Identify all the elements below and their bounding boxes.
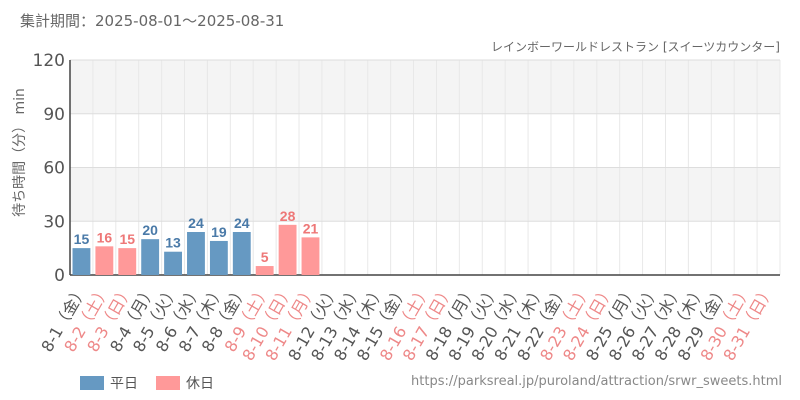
bar: [141, 239, 160, 275]
legend-holiday-swatch: [156, 376, 180, 390]
data-label: 15: [74, 231, 90, 247]
attraction-name: レインボーワールドレストラン [スイーツカウンター]: [491, 40, 780, 54]
data-label: 24: [234, 215, 250, 231]
legend-holiday: 休日: [156, 373, 214, 393]
bar: [209, 240, 228, 275]
y-axis-label: 待ち時間（分） min: [12, 88, 28, 217]
y-tick-label: 0: [54, 266, 65, 286]
data-label: 24: [188, 215, 204, 231]
data-label: 5: [261, 249, 269, 265]
bar: [232, 232, 251, 275]
bar: [255, 266, 274, 275]
legend-holiday-label: 休日: [186, 376, 214, 392]
y-tick-label: 30: [43, 212, 65, 232]
legend-weekday: 平日: [80, 373, 138, 393]
source-url[interactable]: https://parksreal.jp/puroland/attraction…: [411, 374, 782, 389]
plot-band: [70, 113, 780, 168]
data-label: 15: [119, 231, 135, 247]
legend-weekday-swatch: [80, 376, 104, 390]
bar: [95, 246, 114, 275]
collection-period: 集計期間：2025-08-01～2025-08-31: [20, 12, 285, 30]
bar: [164, 251, 182, 275]
y-tick-label: 60: [43, 159, 65, 179]
data-label: 13: [165, 235, 181, 251]
bar: [187, 232, 205, 275]
plot-band: [70, 167, 780, 222]
data-label: 28: [280, 208, 296, 224]
legend-weekday-label: 平日: [110, 376, 138, 392]
plot-band: [70, 60, 780, 114]
legend: 平日 休日: [80, 373, 232, 393]
data-label: 20: [142, 222, 158, 238]
data-label: 21: [303, 220, 319, 236]
bar: [301, 237, 320, 275]
data-label: 19: [211, 224, 227, 240]
data-label: 16: [97, 229, 113, 245]
y-tick-label: 120: [33, 51, 65, 71]
y-tick-label: 90: [43, 105, 65, 125]
bar: [72, 248, 91, 275]
bar: [118, 248, 137, 275]
bar: [278, 224, 297, 275]
